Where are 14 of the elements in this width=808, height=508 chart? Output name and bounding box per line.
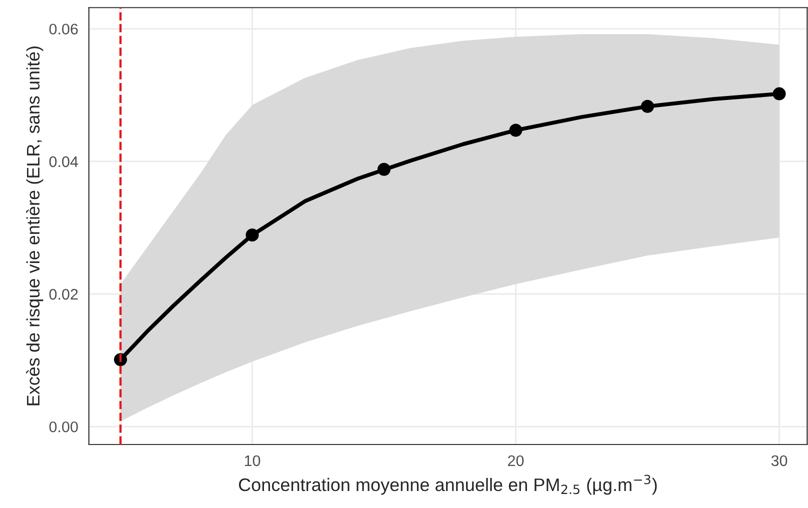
y-tick-label: 0.02 (49, 288, 78, 300)
y-axis-title: Excès de risque vie entière (ELR, sans unité) (26, 46, 44, 406)
x-tick-label: 10 (244, 455, 260, 466)
x-axis-title: Concentration moyenne annuelle en PM$_{2.5}$ (µg.m$^{−3}$) (238, 474, 657, 495)
point (246, 228, 259, 242)
x-tick-label: 20 (508, 455, 524, 466)
point (772, 87, 786, 100)
y-tick-label: 0.00 (49, 421, 78, 432)
y-tick-label: 0.04 (49, 156, 78, 168)
point (641, 100, 654, 113)
point (378, 162, 391, 176)
point (509, 124, 522, 137)
x-tick-label: 30 (771, 455, 788, 466)
y-tick-label: 0.06 (49, 24, 78, 35)
